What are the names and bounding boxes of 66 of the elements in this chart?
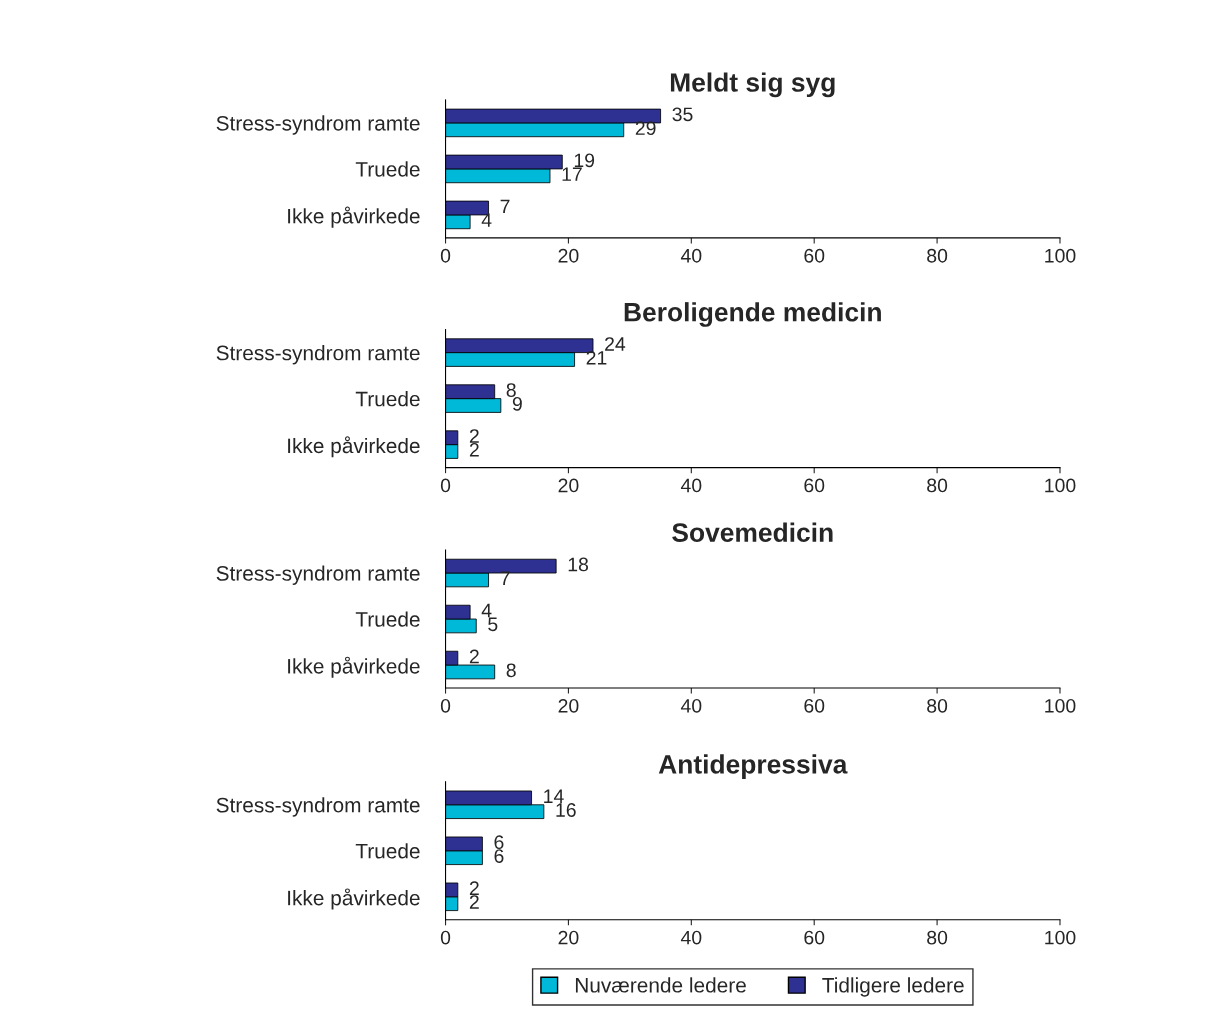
x-tick-label: 100 (1045, 478, 1076, 493)
data-label: 7 (500, 571, 510, 585)
chart-title: Meldt sig syg (670, 72, 835, 98)
x-tick-label: 20 (558, 698, 579, 713)
chart-title: Antidepressiva (658, 754, 848, 779)
x-tick-label: 20 (558, 478, 579, 493)
x-tick-label: 100 (1045, 698, 1076, 713)
data-label: 4 (481, 213, 492, 227)
legend-label: Tidligere ledere (822, 977, 964, 997)
legend-label: Nuværende ledere (575, 977, 746, 993)
y-tick-label: Stress-syndrom ramte (216, 115, 420, 135)
y-tick-label: Ikke påvirkede (288, 206, 420, 228)
data-label: 2 (469, 649, 479, 664)
y-tick-label: Truede (355, 611, 420, 627)
data-label: 4 (481, 603, 492, 618)
data-label: 2 (469, 895, 479, 909)
x-tick-label: 80 (927, 698, 948, 713)
data-label: 29 (635, 121, 656, 136)
x-tick-label: 60 (804, 478, 825, 493)
chart-title: Sovemedicin (672, 522, 833, 542)
x-tick-label: 40 (680, 698, 702, 713)
data-label: 2 (469, 881, 479, 895)
y-tick-label: Truede (355, 843, 420, 859)
y-tick-label: Ikke påvirkede (288, 656, 420, 678)
x-tick-label: 60 (804, 698, 825, 713)
x-tick-label: 40 (680, 248, 702, 263)
y-tick-label: Truede (355, 161, 420, 177)
x-tick-label: 100 (1045, 930, 1076, 945)
x-tick-label: 60 (804, 930, 825, 945)
x-tick-label: 40 (680, 478, 702, 493)
x-tick-label: 80 (927, 248, 948, 263)
y-tick-label: Ikke påvirkede (288, 436, 420, 458)
x-tick-label: 20 (558, 248, 579, 263)
y-tick-label: Stress-syndrom ramte (216, 565, 420, 585)
data-label: 35 (672, 107, 693, 122)
x-tick-label: 20 (558, 930, 579, 945)
data-label: 21 (586, 350, 607, 365)
data-label: 2 (469, 442, 479, 457)
y-tick-label: Truede (355, 391, 420, 407)
x-tick-label: 0 (440, 248, 451, 263)
data-label: 18 (568, 557, 589, 572)
data-label: 5 (488, 617, 498, 632)
chart-title: Beroligende medicin (624, 302, 881, 327)
x-tick-label: 80 (927, 930, 948, 945)
data-label: 16 (556, 803, 576, 817)
y-tick-label: Stress-syndrom ramte (216, 345, 420, 365)
x-tick-label: 100 (1045, 248, 1076, 263)
x-tick-label: 0 (440, 698, 451, 713)
x-tick-label: 40 (680, 930, 702, 945)
data-label: 6 (494, 849, 504, 863)
data-label: 6 (494, 835, 504, 850)
data-label: 2 (469, 429, 479, 443)
data-label: 9 (512, 396, 522, 411)
x-tick-label: 0 (440, 930, 451, 945)
data-label: 17 (562, 167, 582, 181)
x-tick-label: 60 (804, 248, 825, 263)
x-tick-label: 80 (927, 478, 948, 493)
data-label: 8 (506, 383, 516, 397)
x-tick-label: 0 (440, 478, 451, 493)
y-tick-label: Stress-syndrom ramte (216, 797, 420, 817)
data-label: 24 (605, 337, 626, 351)
data-label: 19 (574, 153, 595, 168)
data-label: 7 (500, 199, 510, 214)
data-label: 14 (544, 789, 564, 803)
data-label: 8 (506, 663, 516, 678)
y-tick-label: Ikke påvirkede (288, 888, 420, 910)
